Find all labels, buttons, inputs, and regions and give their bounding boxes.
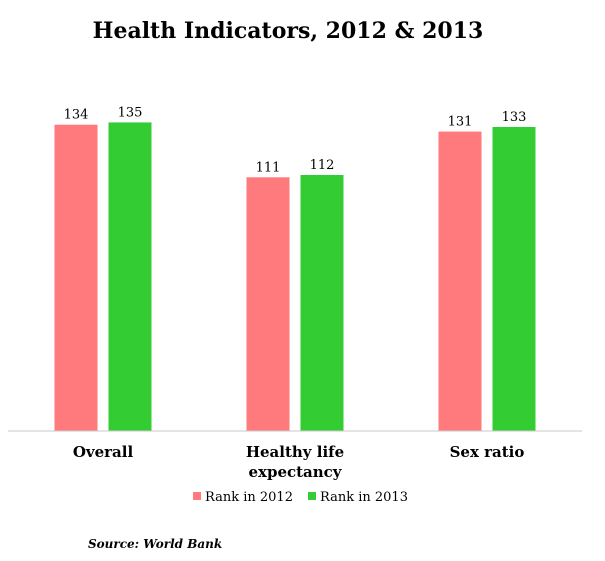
- category-label-2: Sex ratio: [450, 443, 525, 461]
- legend-swatch-0: [193, 492, 201, 500]
- value-label-series-1-category-0: 135: [118, 105, 143, 120]
- category-label-2-line-0: Sex ratio: [450, 443, 525, 461]
- bars-group: [54, 122, 536, 432]
- legend-swatch-1: [308, 492, 316, 500]
- source-note: Source: World Bank: [88, 537, 222, 551]
- category-label-0: Overall: [73, 443, 134, 461]
- bar-series-1-category-2: [492, 127, 536, 431]
- bar-series-0-category-1: [246, 177, 290, 431]
- category-label-0-line-0: Overall: [73, 443, 134, 461]
- value-label-series-0-category-1: 111: [256, 160, 281, 175]
- value-label-series-0-category-2: 131: [448, 115, 473, 130]
- value-labels-group: 134 111 131 135 112 133: [64, 105, 527, 175]
- category-label-1-line-0: Healthy life: [246, 443, 344, 461]
- legend-label-0: Rank in 2012: [205, 490, 293, 505]
- category-label-1-line-1: expectancy: [248, 463, 342, 481]
- bar-series-1-category-1: [300, 175, 344, 431]
- bar-series-1-category-0: [108, 122, 152, 431]
- category-labels-group: Overall Healthy life expectancy Sex ratio: [73, 443, 525, 481]
- chart-title: Health Indicators, 2012 & 2013: [93, 18, 484, 44]
- value-label-series-0-category-0: 134: [64, 108, 89, 123]
- bar-series-0-category-2: [438, 131, 482, 432]
- value-label-series-1-category-1: 112: [310, 158, 335, 173]
- value-label-series-1-category-2: 133: [502, 110, 527, 125]
- legend-label-1: Rank in 2013: [320, 490, 408, 505]
- category-label-1: Healthy life expectancy: [246, 443, 344, 481]
- bar-series-0-category-0: [54, 124, 98, 431]
- legend: Rank in 2012 Rank in 2013: [193, 490, 408, 505]
